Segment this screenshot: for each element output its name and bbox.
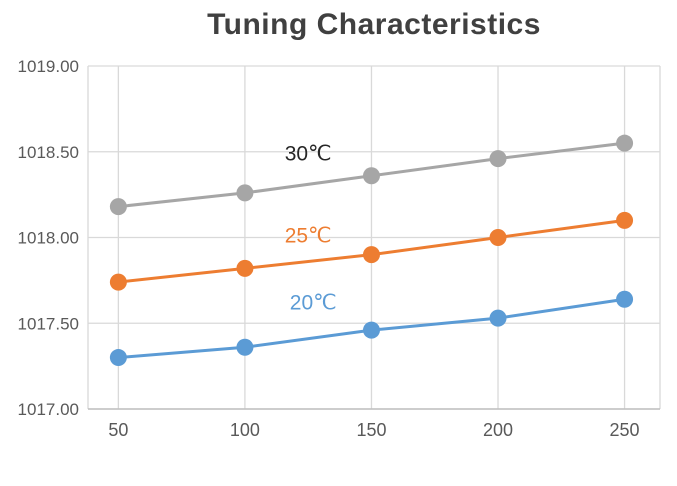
data-point-marker-2 — [236, 338, 254, 356]
data-point-marker-0 — [236, 184, 254, 202]
data-point-marker-2 — [616, 290, 634, 308]
series-label: 20℃ — [290, 292, 337, 315]
x-axis-tick-label: 250 — [610, 420, 640, 440]
x-axis-tick-label: 150 — [356, 420, 386, 440]
y-axis-tick-label: 1018.50 — [18, 143, 79, 162]
y-axis-tick-label: 1017.50 — [18, 314, 79, 333]
data-point-marker-0 — [489, 150, 507, 168]
data-point-marker-1 — [489, 229, 507, 246]
data-point-marker-0 — [362, 167, 380, 185]
data-point-marker-1 — [236, 259, 254, 277]
data-point-marker-1 — [362, 246, 380, 264]
data-point-marker-2 — [362, 321, 380, 339]
data-point-marker-1 — [109, 273, 127, 291]
data-point-marker-0 — [616, 134, 634, 152]
series-label: 30℃ — [285, 142, 332, 165]
data-point-marker-1 — [616, 211, 634, 229]
data-point-marker-0 — [109, 198, 127, 216]
x-axis-tick-label: 200 — [483, 420, 513, 440]
y-axis-tick-label: 1019.00 — [18, 57, 79, 76]
x-axis-tick-label: 100 — [230, 420, 260, 440]
y-axis-tick-label: 1017.00 — [18, 400, 79, 419]
chart-title: Tuning Characteristics — [207, 8, 541, 41]
x-axis-tick-label: 50 — [108, 420, 128, 440]
data-point-marker-2 — [489, 309, 507, 327]
data-point-marker-2 — [109, 349, 127, 367]
y-axis-tick-label: 1018.00 — [18, 229, 79, 248]
series-label: 25℃ — [285, 225, 332, 248]
